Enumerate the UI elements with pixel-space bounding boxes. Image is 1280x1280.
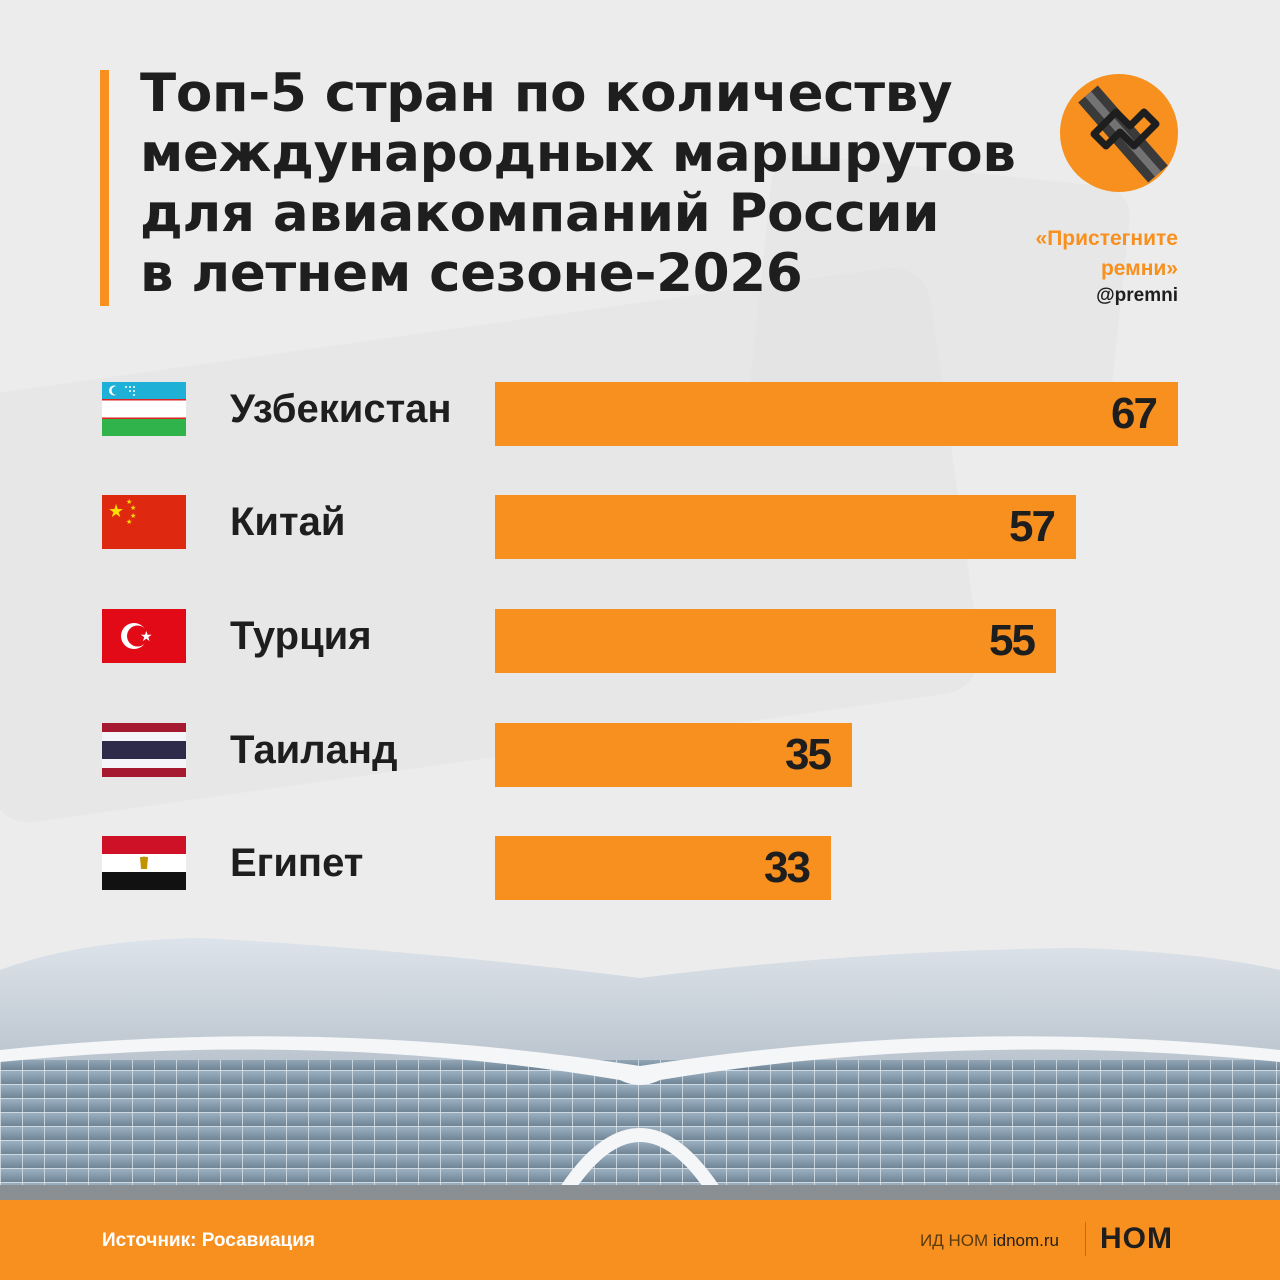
airport-terminal-image [0,930,1280,1200]
uzbekistan-flag-icon [102,382,186,436]
title-line: для авиакомпаний России [140,183,940,244]
title-accent-bar [100,70,109,306]
publisher-prefix: ИД НОМ [920,1231,989,1250]
svg-text:★: ★ [130,504,136,512]
publisher-site-link[interactable]: idnom.ru [992,1231,1059,1250]
turkey-flag-icon: ★ [102,609,186,663]
egypt-flag-icon [102,836,186,890]
country-label: Узбекистан [230,387,452,431]
title-line: в летнем сезоне-2026 [140,243,803,304]
page-title: Топ-5 стран по количеству международных … [140,63,1016,304]
bar-value-label: 33 [764,843,811,892]
title-line: международных маршрутов [140,123,1016,184]
country-label: Таиланд [230,728,398,772]
nom-logo: НОМ [1100,1222,1173,1255]
svg-text:★: ★ [126,518,132,526]
bar: 67 [495,382,1178,446]
svg-text:★: ★ [140,629,153,645]
bar: 57 [495,495,1076,559]
bar: 55 [495,609,1056,673]
brand-handle[interactable]: @premni [1096,285,1178,306]
bar-value-label: 35 [785,730,832,779]
bar-value-label: 57 [1009,502,1056,551]
publisher-credit: ИД НОМ idnom.ru [920,1231,1059,1251]
title-line: Топ-5 стран по количеству [140,63,953,124]
brand-name-line: ремни» [1100,257,1178,280]
bar: 35 [495,723,852,787]
chart-row: Египет 33 [0,836,1280,900]
footer-divider [1085,1222,1086,1256]
source-note: Источник: Росавиация [102,1230,316,1251]
svg-text:★: ★ [108,501,124,522]
chart-row: Узбекистан 67 [0,382,1280,446]
china-flag-icon: ★ ★★★★ [102,495,186,549]
chart-row: Таиланд 35 [0,723,1280,787]
brand-name: «Пристегните ремни» [990,224,1178,284]
chart-row: ★ ★ ★ ★ ★ Китай 57 [0,495,1280,559]
svg-text:★: ★ [130,512,136,520]
country-label: Турция [230,614,372,658]
country-label: Египет [230,841,364,885]
thailand-flag-icon [102,723,186,777]
country-label: Китай [230,500,346,544]
bar-value-label: 55 [989,616,1036,665]
seatbelt-logo-icon [1060,74,1178,192]
chart-row: ★ Турция 55 [0,609,1280,673]
bar: 33 [495,836,831,900]
svg-text:★: ★ [126,498,132,506]
brand-name-line: «Пристегните [1035,227,1178,250]
footer: Источник: Росавиация ИД НОМ idnom.ru НОМ [0,1200,1280,1280]
bar-value-label: 67 [1111,389,1158,438]
